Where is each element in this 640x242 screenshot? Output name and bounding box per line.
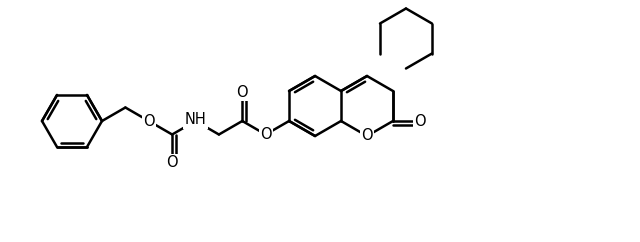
- Text: NH: NH: [185, 113, 207, 128]
- Text: O: O: [143, 113, 155, 129]
- Text: O: O: [414, 113, 426, 129]
- Text: O: O: [237, 85, 248, 100]
- Text: O: O: [361, 129, 373, 144]
- Text: O: O: [260, 127, 271, 142]
- Text: O: O: [166, 155, 178, 170]
